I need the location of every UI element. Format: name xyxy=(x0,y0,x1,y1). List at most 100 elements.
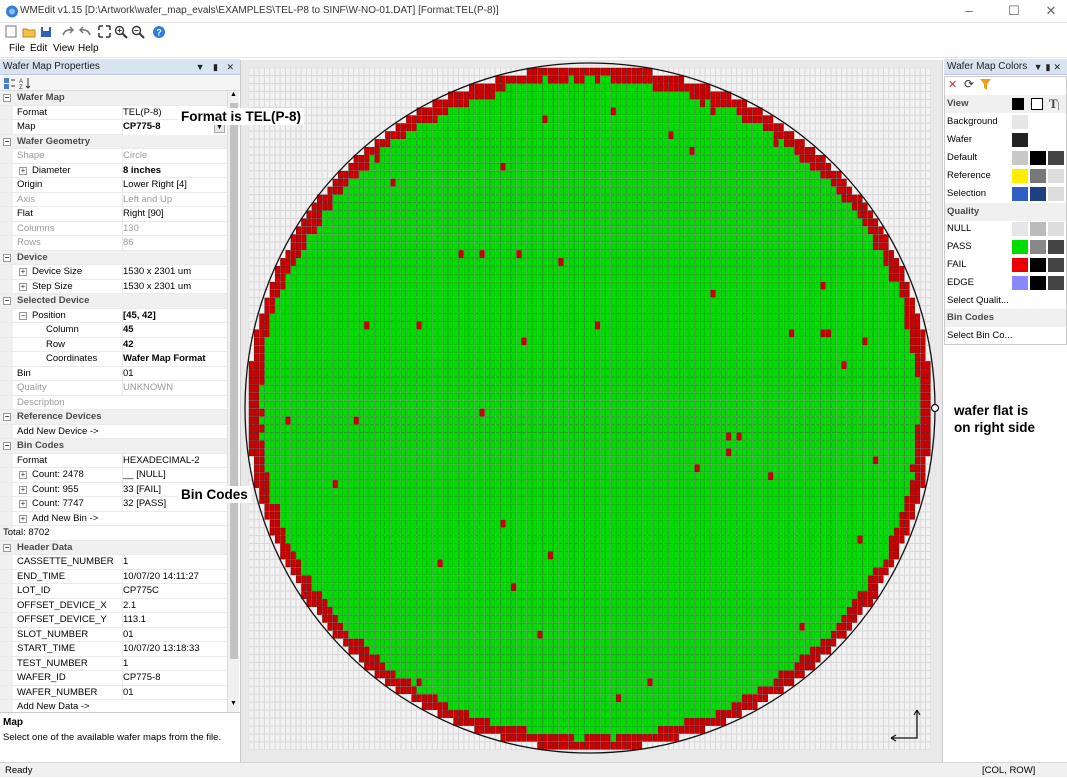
color-row-fail[interactable]: FAIL xyxy=(945,256,1066,274)
swatch[interactable] xyxy=(1030,276,1046,290)
swatch[interactable] xyxy=(1030,222,1046,236)
scrollbar-thumb[interactable] xyxy=(230,103,238,659)
category-wafer-geometry[interactable]: − Wafer Geometry xyxy=(0,134,235,149)
fill-color-icon[interactable] xyxy=(1012,98,1024,110)
header-row[interactable]: OFFSET_DEVICE_X 2.1 xyxy=(0,598,235,613)
save-icon[interactable] xyxy=(38,24,53,39)
alphabetical-sort-icon[interactable]: AZ xyxy=(18,77,31,90)
swatch[interactable] xyxy=(1048,276,1064,290)
prop-map[interactable]: Map CP775-8 ▼ xyxy=(0,120,235,135)
color-row-reference[interactable]: Reference xyxy=(945,167,1066,185)
select-quality[interactable]: Select Qualit... xyxy=(947,295,1009,306)
category-bin-codes[interactable]: − Bin Codes xyxy=(0,439,235,454)
bin-count-null[interactable]: + Count: 2478 __ [NULL] xyxy=(0,468,235,483)
zoom-out-icon[interactable] xyxy=(130,24,145,39)
color-row-null[interactable]: NULL xyxy=(945,220,1066,238)
swatch[interactable] xyxy=(1012,133,1028,147)
expand-icon[interactable]: + xyxy=(19,513,27,523)
help-icon[interactable]: ? xyxy=(151,24,166,39)
add-new-bin[interactable]: + Add New Bin -> xyxy=(0,511,235,526)
prop-row[interactable]: Row 42 xyxy=(0,337,235,352)
prop-flat[interactable]: Flat Right [90] xyxy=(0,207,235,222)
prop-position[interactable]: − Position [45, 42] xyxy=(0,308,235,323)
prop-step-size[interactable]: + Step Size 1530 x 2301 um xyxy=(0,279,235,294)
outline-color-icon[interactable] xyxy=(1031,98,1043,110)
header-row[interactable]: TEST_NUMBER 1 xyxy=(0,656,235,671)
properties-scrollbar[interactable]: ▲ ▼ xyxy=(227,91,239,712)
prop-column[interactable]: Column 45 xyxy=(0,323,235,338)
fit-to-window-icon[interactable] xyxy=(97,24,112,39)
swatch[interactable] xyxy=(1030,240,1046,254)
header-row[interactable]: OFFSET_DEVICE_Y 113.1 xyxy=(0,613,235,628)
prop-rows[interactable]: Rows 86 xyxy=(0,236,235,251)
color-row-default[interactable]: Default xyxy=(945,149,1066,167)
swatch[interactable] xyxy=(1012,222,1028,236)
color-row-background[interactable]: Background xyxy=(945,113,1066,131)
header-row[interactable]: START_TIME 10/07/20 13:18:33 xyxy=(0,642,235,657)
menu-file[interactable]: File xyxy=(9,43,26,54)
menu-view[interactable]: View xyxy=(53,43,75,54)
header-row[interactable]: WAFER_NUMBER 01 xyxy=(0,685,235,700)
category-reference-devices[interactable]: − Reference Devices xyxy=(0,410,235,425)
bin-count-pass[interactable]: + Count: 7747 32 [PASS] xyxy=(0,497,235,512)
prop-bin[interactable]: Bin 01 xyxy=(0,366,235,381)
swatch[interactable] xyxy=(1030,169,1046,183)
expand-icon[interactable]: + xyxy=(19,165,27,175)
filter-icon[interactable] xyxy=(980,79,991,90)
prop-quality[interactable]: Quality UNKNOWN xyxy=(0,381,235,396)
close-button[interactable]: ✕ xyxy=(1045,3,1057,18)
color-row-wafer[interactable]: Wafer xyxy=(945,131,1066,149)
header-row[interactable]: LOT_ID CP775C xyxy=(0,584,235,599)
header-row[interactable]: SLOT_NUMBER 01 xyxy=(0,627,235,642)
reset-icon[interactable]: ⟳ xyxy=(964,77,975,91)
category-wafer-map[interactable]: − Wafer Map xyxy=(0,91,235,106)
expand-icon[interactable]: + xyxy=(19,281,27,291)
prop-axis[interactable]: Axis Left and Up xyxy=(0,192,235,207)
swatch[interactable] xyxy=(1048,151,1064,165)
bin-count-fail[interactable]: + Count: 955 33 [FAIL] xyxy=(0,482,235,497)
color-row-pass[interactable]: PASS xyxy=(945,238,1066,256)
open-folder-icon[interactable] xyxy=(21,24,36,39)
menu-edit[interactable]: Edit xyxy=(30,43,48,54)
category-device[interactable]: − Device xyxy=(0,250,235,265)
new-file-icon[interactable] xyxy=(3,24,18,39)
zoom-in-icon[interactable] xyxy=(113,24,128,39)
add-new-data[interactable]: Add New Data -> xyxy=(0,700,235,712)
header-row[interactable]: END_TIME 10/07/20 14:11:27 xyxy=(0,569,235,584)
panel-controls[interactable]: ▼▮✕ xyxy=(1033,62,1064,72)
category-header-data[interactable]: − Header Data xyxy=(0,540,235,555)
category-selected-device[interactable]: − Selected Device xyxy=(0,294,235,309)
swatch[interactable] xyxy=(1012,115,1028,129)
swatch[interactable] xyxy=(1030,151,1046,165)
prop-shape[interactable]: Shape Circle xyxy=(0,149,235,164)
delete-icon[interactable]: ✕ xyxy=(948,79,958,91)
color-row-selection[interactable]: Selection xyxy=(945,185,1066,203)
collapse-icon[interactable]: − xyxy=(19,310,27,320)
swatch[interactable] xyxy=(1012,276,1028,290)
swatch[interactable] xyxy=(1012,258,1028,272)
panel-controls[interactable]: ▼ ▮ ✕ xyxy=(195,62,237,72)
maximize-button[interactable]: ☐ xyxy=(1008,3,1020,18)
wafer-map-canvas[interactable] xyxy=(241,60,944,762)
add-new-device[interactable]: Add New Device -> xyxy=(0,424,235,439)
color-row-edge[interactable]: EDGE xyxy=(945,274,1066,292)
expand-icon[interactable]: + xyxy=(19,470,27,479)
prop-bin-format[interactable]: Format HEXADECIMAL-2 xyxy=(0,453,235,468)
select-bin-code[interactable]: Select Bin Co... xyxy=(947,330,1013,341)
prop-coordinates[interactable]: Coordinates Wafer Map Format xyxy=(0,352,235,367)
categorized-sort-icon[interactable] xyxy=(3,77,16,90)
expand-icon[interactable]: + xyxy=(19,484,27,494)
expand-icon[interactable]: + xyxy=(19,499,27,508)
prop-origin[interactable]: Origin Lower Right [4] xyxy=(0,178,235,193)
swatch[interactable] xyxy=(1030,258,1046,272)
swatch[interactable] xyxy=(1012,187,1028,201)
swatch[interactable] xyxy=(1048,187,1064,201)
swatch[interactable] xyxy=(1048,169,1064,183)
swatch[interactable] xyxy=(1012,151,1028,165)
swatch[interactable] xyxy=(1012,169,1028,183)
swatch[interactable] xyxy=(1012,240,1028,254)
swatch[interactable] xyxy=(1048,222,1064,236)
prop-format[interactable]: Format TEL(P-8) xyxy=(0,105,235,120)
text-color-icon[interactable]: T| xyxy=(1049,96,1060,111)
menu-help[interactable]: Help xyxy=(78,43,99,54)
